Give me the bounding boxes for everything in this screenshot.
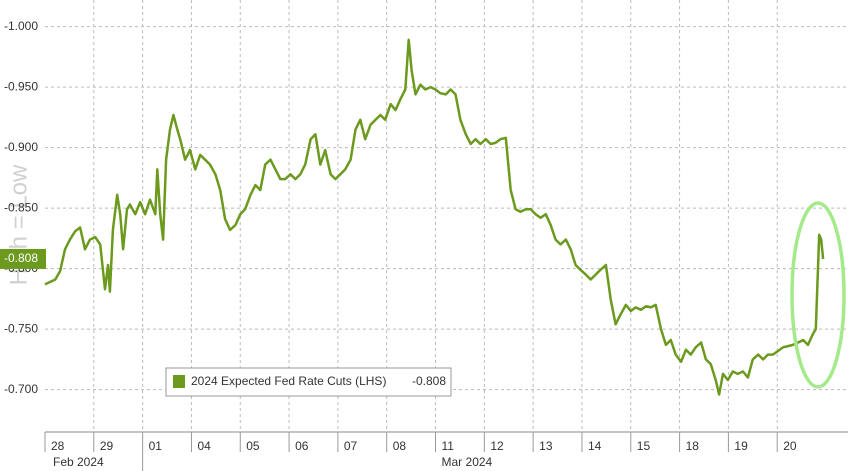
- x-tick-label: 12: [490, 439, 504, 453]
- legend-swatch: [173, 375, 185, 388]
- x-tick-label: 20: [783, 439, 797, 453]
- x-tick-label: 04: [197, 439, 211, 453]
- x-tick-label: 14: [588, 439, 602, 453]
- highlight-ellipse: [790, 201, 846, 389]
- x-tick-label: 08: [393, 439, 407, 453]
- y-tick-label: -0.950: [4, 79, 38, 93]
- x-tick-label: 28: [51, 439, 65, 453]
- x-tick-label: 01: [149, 439, 163, 453]
- x-tick-label: 07: [344, 439, 358, 453]
- month-label: Feb 2024: [53, 455, 104, 469]
- y-tick-label: -1.000: [4, 19, 38, 33]
- legend-box: [165, 367, 452, 397]
- y-tick-label: -0.900: [4, 140, 38, 154]
- x-tick-label: 29: [100, 439, 114, 453]
- y-tick-label: -0.700: [4, 382, 38, 396]
- month-label: Mar 2024: [442, 455, 493, 469]
- x-tick-label: 13: [539, 439, 553, 453]
- last-value-box: [0, 248, 46, 269]
- y-tick-label: -0.850: [4, 200, 38, 214]
- legend-value: -0.808: [412, 374, 446, 388]
- x-tick-label: 05: [246, 439, 260, 453]
- y-tick-label: -0.750: [4, 321, 38, 335]
- legend: 2024 Expected Fed Rate Cuts (LHS) -0.808: [165, 367, 452, 397]
- x-tick-label: 15: [637, 439, 651, 453]
- legend-label: 2024 Expected Fed Rate Cuts (LHS): [191, 374, 386, 388]
- x-tick-label: 11: [442, 439, 455, 453]
- x-tick-label: 19: [734, 439, 748, 453]
- x-tick-label: 18: [686, 439, 700, 453]
- x-tick-label: 06: [295, 439, 309, 453]
- last-value-label: -0.808: [4, 251, 38, 265]
- series-line: [44, 38, 825, 396]
- plot: [44, 38, 825, 396]
